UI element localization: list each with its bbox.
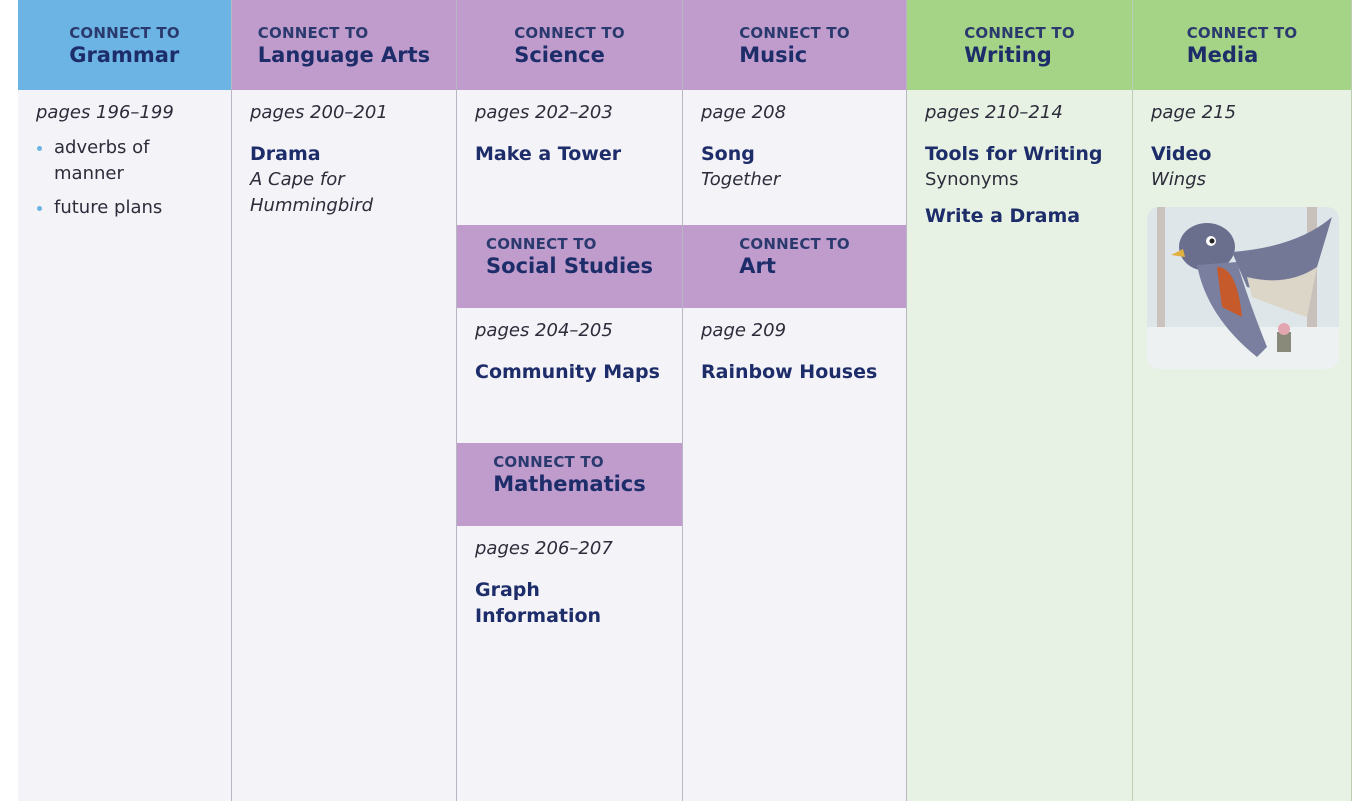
subject-name: Mathematics (493, 472, 646, 496)
activity-title: Community Maps (475, 361, 660, 383)
connect-label: CONNECT TO (964, 24, 1075, 42)
activity-title: Song (701, 143, 755, 165)
block-body: pages 204–205 Community Maps (457, 308, 682, 443)
block-body: pages 200–201 Drama A Cape for Hummingbird (232, 90, 456, 229)
column: CONNECT TO Media page 215 Video Wings (1133, 0, 1352, 801)
subject-header: CONNECT TO Media (1133, 0, 1351, 90)
subject-header: CONNECT TO Mathematics (457, 443, 682, 526)
subject-header: CONNECT TO Grammar (18, 0, 231, 90)
activity-title: Tools for Writing (925, 143, 1103, 165)
subject-name: Music (739, 43, 808, 67)
subject-header: CONNECT TO Social Studies (457, 225, 682, 308)
work-title: A Cape for Hummingbird (250, 169, 374, 216)
connect-label: CONNECT TO (739, 235, 850, 253)
header-text: CONNECT TO Language Arts (258, 24, 430, 67)
block-body: pages 206–207 Graph Information (457, 526, 682, 639)
work-title: Wings (1151, 169, 1207, 190)
activity-title: Rainbow Houses (701, 361, 878, 383)
subject-header: CONNECT TO Music (683, 0, 906, 90)
page-range: pages 206–207 (475, 538, 613, 559)
subject-header: CONNECT TO Art (683, 225, 906, 308)
column: CONNECT TO Science pages 202–203 Make a Tow… (457, 0, 683, 801)
block-body: page 208 Song Together (683, 90, 906, 225)
block-body: page 215 Video Wings (1133, 90, 1351, 383)
header-text: CONNECT TO Media (1187, 24, 1298, 67)
header-text: CONNECT TO Science (514, 24, 625, 67)
subject-name: Writing (964, 43, 1052, 67)
activity-title: Drama (250, 143, 321, 165)
subject-header: CONNECT TO Language Arts (232, 0, 456, 90)
column: CONNECT TO Music page 208 Song Together CONNE… (683, 0, 907, 801)
illustration (1147, 207, 1339, 369)
header-text: CONNECT TO Social Studies (486, 235, 653, 278)
connect-label: CONNECT TO (1186, 24, 1298, 42)
bullet-item: future plans (54, 195, 217, 221)
connect-label: CONNECT TO (493, 453, 604, 471)
subject-name: Grammar (69, 43, 180, 67)
connect-label: CONNECT TO (739, 24, 850, 42)
header-text: CONNECT TO Writing (964, 24, 1075, 67)
page-range: page 209 (701, 320, 787, 341)
bullet-list: adverbs of manner future plans (36, 135, 217, 221)
activity-title: Make a Tower (475, 143, 622, 165)
page-range: pages 200–201 (250, 102, 388, 123)
work-title: Together (701, 169, 781, 190)
header-text: CONNECT TO Mathematics (493, 453, 646, 496)
subject-name: Media (1186, 43, 1259, 67)
page-range: pages 204–205 (475, 320, 613, 341)
subject-name: Language Arts (257, 43, 431, 67)
subject-name: Science (514, 43, 605, 67)
page-range: page 215 (1151, 102, 1237, 123)
block-body: pages 196–199 adverbs of manner future pla… (18, 90, 231, 239)
activity-title: Graph Information (475, 579, 602, 627)
connect-label: CONNECT TO (486, 235, 597, 253)
page-range: pages 196–199 (36, 102, 174, 123)
column: CONNECT TO Language Arts pages 200–201 Dram… (232, 0, 457, 801)
subject-header: CONNECT TO Writing (907, 0, 1132, 90)
topic: Synonyms (925, 169, 1019, 190)
header-text: CONNECT TO Grammar (69, 24, 180, 67)
connect-label: CONNECT TO (514, 24, 625, 42)
activity-title: Write a Drama (925, 205, 1081, 227)
column: CONNECT TO Writing pages 210–214 Tools for … (907, 0, 1133, 801)
page-range: pages 202–203 (475, 102, 613, 123)
bullet-item: adverbs of manner (54, 135, 217, 187)
header-text: CONNECT TO Art (739, 235, 850, 278)
subject-header: CONNECT TO Science (457, 0, 682, 90)
header-text: CONNECT TO Music (739, 24, 850, 67)
block-body: page 209 Rainbow Houses (683, 308, 906, 395)
activity-title: Video (1151, 143, 1212, 165)
video-thumbnail (1147, 207, 1339, 373)
block-body: pages 210–214 Tools for Writing Synonyms Wr… (907, 90, 1132, 239)
subject-name: Art (739, 254, 776, 278)
connect-label: CONNECT TO (257, 24, 369, 42)
block-body: pages 202–203 Make a Tower (457, 90, 682, 225)
page-range: pages 210–214 (925, 102, 1063, 123)
subject-name: Social Studies (486, 254, 653, 278)
connect-label: CONNECT TO (69, 24, 180, 42)
page-range: page 208 (701, 102, 787, 123)
